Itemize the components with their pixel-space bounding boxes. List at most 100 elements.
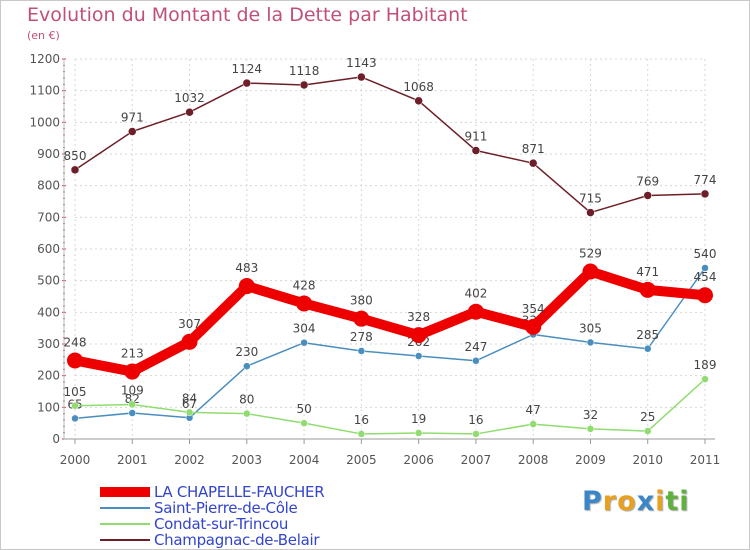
data-label-saint-pierre-de-cole: 285 (636, 328, 659, 342)
series-line-champagnac-de-belair (74, 76, 706, 214)
y-tick-label: 100 (37, 400, 60, 414)
data-label-champagnac-de-belair: 850 (64, 149, 87, 163)
data-point-la-chapelle-faucher (582, 263, 599, 280)
x-tick-label: 2000 (60, 453, 91, 467)
data-label-saint-pierre-de-cole: 230 (235, 345, 258, 359)
y-tick-label: 900 (37, 147, 60, 161)
data-point-champagnac-de-belair (471, 146, 481, 155)
data-label-champagnac-de-belair: 971 (121, 111, 144, 125)
logo-letter: t (665, 486, 680, 517)
data-point-la-chapelle-faucher (639, 281, 656, 298)
data-point-saint-pierre-de-cole (243, 362, 251, 370)
data-point-la-chapelle-faucher (181, 333, 198, 350)
y-tick-label: 300 (37, 337, 60, 351)
chart-subtitle: (en €) (27, 29, 60, 42)
y-tick-label: 1100 (29, 84, 60, 98)
data-point-la-chapelle-faucher (697, 287, 713, 304)
data-point-champagnac-de-belair (70, 165, 80, 175)
data-point-saint-pierre-de-cole (586, 338, 595, 347)
data-label-condat-sur-trincou: 25 (640, 410, 655, 424)
x-tick-label: 2001 (117, 453, 148, 467)
x-tick-label: 2010 (632, 453, 663, 467)
data-label-saint-pierre-de-cole: 305 (579, 321, 602, 335)
data-point-saint-pierre-de-cole (701, 264, 709, 272)
data-point-condat-sur-trincou (71, 402, 79, 410)
data-label-saint-pierre-de-cole: 540 (694, 247, 717, 261)
series-line-saint-pierre-de-cole (74, 267, 706, 420)
data-point-condat-sur-trincou (701, 375, 709, 383)
data-label-la-chapelle-faucher: 454 (694, 270, 717, 284)
series-condat-sur-trincou: 105 109 84 80 50 16 19 16 47 32 25 189 (64, 358, 716, 438)
data-label-saint-pierre-de-cole: 304 (293, 322, 316, 336)
data-label-la-chapelle-faucher: 483 (235, 261, 258, 275)
data-point-saint-pierre-de-cole (128, 409, 137, 417)
data-point-la-chapelle-faucher (296, 295, 313, 312)
data-point-saint-pierre-de-cole (71, 414, 79, 423)
x-tick-label: 2005 (346, 453, 377, 467)
x-tick-label: 2004 (289, 453, 320, 467)
logo-letter: i (655, 486, 666, 517)
data-point-condat-sur-trincou (300, 419, 308, 427)
data-label-condat-sur-trincou: 50 (296, 402, 311, 416)
legend-swatch-saint-pierre-de-cole (100, 507, 150, 509)
axes: 0 100 200 300 400 500 600 700 800 900 1000 1100 1200… (29, 52, 720, 467)
data-point-condat-sur-trincou (128, 400, 137, 409)
series-layer: 850 971 1032 1124 1118 1143 1068 911 871 715 769 77… (64, 56, 717, 438)
data-point-la-chapelle-faucher (353, 310, 370, 327)
data-label-la-chapelle-faucher: 328 (407, 310, 430, 324)
data-label-la-chapelle-faucher: 354 (522, 302, 545, 316)
data-point-la-chapelle-faucher (238, 278, 255, 295)
y-tick-label: 0 (52, 432, 60, 446)
series-champagnac-de-belair: 850 971 1032 1124 1118 1143 1068 911 871 715 769 77… (64, 56, 717, 217)
y-tick-label: 500 (37, 274, 60, 288)
data-point-la-chapelle-faucher (410, 327, 427, 344)
y-tick-label: 700 (37, 210, 60, 224)
data-label-saint-pierre-de-cole: 67 (182, 397, 197, 411)
series-saint-pierre-de-cole: 658267230304278262247330305285540 (67, 247, 717, 423)
data-label-la-chapelle-faucher: 213 (121, 347, 144, 361)
data-label-condat-sur-trincou: 16 (468, 413, 483, 427)
series-la-chapelle-faucher: 248 213 307 483 428 380 328 402 354 529 471 454 (64, 246, 717, 380)
data-point-condat-sur-trincou (529, 420, 537, 428)
x-tick-label: 2002 (174, 453, 205, 467)
data-label-champagnac-de-belair: 1068 (403, 80, 434, 94)
legend-label-la-chapelle-faucher: LA CHAPELLE-FAUCHER (154, 483, 325, 501)
series-line-condat-sur-trincou (74, 378, 706, 435)
legend-swatch-champagnac-de-belair (100, 539, 150, 541)
data-label-condat-sur-trincou: 80 (239, 393, 254, 407)
x-tick-label: 2007 (461, 453, 492, 467)
data-point-champagnac-de-belair (242, 78, 252, 88)
y-tick-label: 400 (37, 305, 60, 319)
data-label-saint-pierre-de-cole: 278 (350, 330, 373, 344)
data-label-champagnac-de-belair: 774 (694, 173, 717, 187)
logo-letter: x (636, 486, 656, 517)
data-label-condat-sur-trincou: 84 (182, 391, 197, 405)
data-label-condat-sur-trincou: 32 (583, 408, 598, 422)
y-tick-label: 800 (37, 179, 60, 193)
y-tick-label: 1000 (29, 115, 60, 129)
data-point-saint-pierre-de-cole (357, 347, 366, 355)
data-label-la-chapelle-faucher: 428 (293, 278, 316, 292)
data-point-condat-sur-trincou (243, 409, 251, 418)
data-label-champagnac-de-belair: 1118 (289, 64, 320, 78)
data-point-la-chapelle-faucher (124, 363, 141, 380)
data-label-la-chapelle-faucher: 529 (579, 246, 602, 260)
data-label-la-chapelle-faucher: 307 (178, 317, 201, 331)
logo-letter: i (679, 486, 690, 517)
data-point-champagnac-de-belair (185, 107, 194, 117)
data-point-condat-sur-trincou (414, 429, 423, 437)
legend-swatch-la-chapelle-faucher (100, 487, 150, 497)
data-label-champagnac-de-belair: 1032 (174, 91, 205, 105)
y-tick-label: 200 (37, 369, 60, 383)
data-point-la-chapelle-faucher (467, 303, 484, 320)
series-line-la-chapelle-faucher (70, 266, 710, 377)
data-label-condat-sur-trincou: 47 (526, 403, 541, 417)
x-tick-label: 2008 (518, 453, 549, 467)
data-label-la-chapelle-faucher: 402 (464, 287, 487, 301)
legend-label-champagnac-de-belair: Champagnac-de-Belair (154, 531, 320, 549)
y-tick-label: 600 (37, 242, 60, 256)
data-label-champagnac-de-belair: 715 (579, 192, 602, 206)
data-label-champagnac-de-belair: 769 (636, 174, 659, 188)
